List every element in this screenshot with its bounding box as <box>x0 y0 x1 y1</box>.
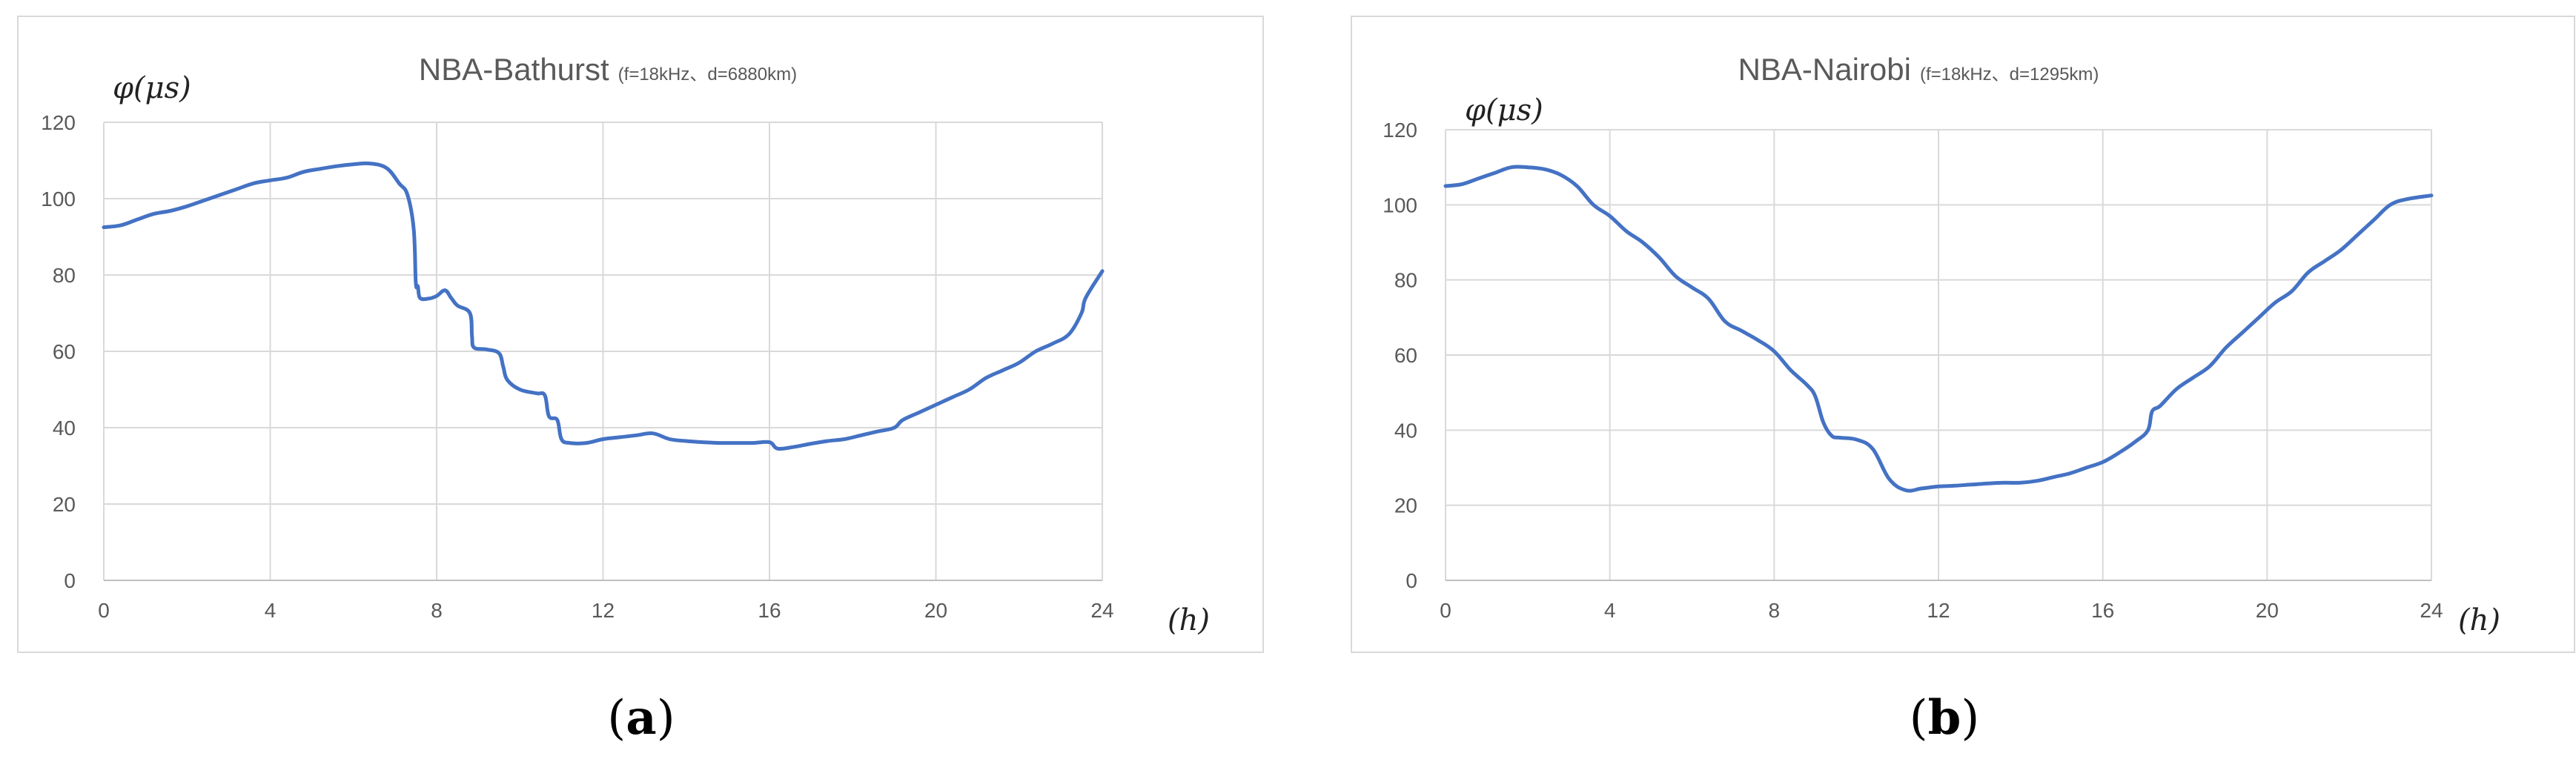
y-tick-label: 100 <box>41 188 76 211</box>
x-tick-label: 4 <box>1604 599 1616 622</box>
chart-title-main: NBA-Nairobi <box>1738 52 1911 87</box>
x-axis-label: (h) <box>1168 603 1210 637</box>
x-tick-label: 4 <box>265 599 277 622</box>
x-tick-label: 8 <box>431 599 443 622</box>
y-tick-label: 20 <box>53 493 76 516</box>
y-tick-label: 120 <box>1383 119 1417 142</box>
y-tick-label: 60 <box>53 340 76 363</box>
y-tick-label: 60 <box>1394 344 1417 367</box>
x-tick-label: 24 <box>2420 599 2443 622</box>
chart-title-subtitle: (f=18kHz、d=6880km) <box>618 64 797 84</box>
x-axis-label: (h) <box>2458 603 2500 637</box>
x-tick-label: 12 <box>592 599 615 622</box>
chart-title: NBA-Bathurst (f=18kHz、d=6880km) <box>419 52 797 87</box>
chart-a-svg: 0 20 40 60 80 100 120 0 4 8 12 16 20 24 NBA-Bathurst (f… <box>17 16 1264 746</box>
y-tick-label: 80 <box>53 264 76 287</box>
y-tick-label: 40 <box>1394 419 1417 442</box>
x-tick-label: 24 <box>1090 599 1113 622</box>
y-tick-label: 40 <box>53 417 76 440</box>
series-line <box>1443 165 2434 493</box>
y-tick-label: 0 <box>1405 569 1417 592</box>
chart-b-svg: 0 20 40 60 80 100 120 0 4 8 12 16 20 24 NBA-Nairobi (f=… <box>1351 16 2575 746</box>
x-tick-label: 0 <box>98 599 110 622</box>
y-tick-label: 0 <box>64 569 76 592</box>
panel-caption: (a) <box>607 690 675 746</box>
chart-title-subtitle: (f=18kHz、d=1295km) <box>1920 64 2099 84</box>
x-tick-label: 16 <box>2091 599 2114 622</box>
x-tick-label: 16 <box>758 599 781 622</box>
x-tick-label: 8 <box>1769 599 1781 622</box>
x-tick-label: 20 <box>924 599 947 622</box>
y-tick-label: 100 <box>1383 193 1417 216</box>
chart-panel-b: 0 20 40 60 80 100 120 0 4 8 12 16 20 24 NBA-Nairobi (f=… <box>1288 0 2576 759</box>
chart-panel-a: 0 20 40 60 80 100 120 0 4 8 12 16 20 24 NBA-Bathurst (f… <box>17 16 1264 746</box>
y-axis-label: φ(μs) <box>1465 93 1543 127</box>
y-tick-label: 20 <box>1394 494 1417 517</box>
y-tick-label: 80 <box>1394 269 1417 292</box>
series-line <box>102 161 1105 451</box>
chart-frame <box>1351 16 2575 653</box>
x-tick-label: 20 <box>2256 599 2279 622</box>
y-axis-label: φ(μs) <box>113 71 191 105</box>
panel-caption: (b) <box>1910 690 1980 746</box>
chart-title: NBA-Nairobi (f=18kHz、d=1295km) <box>1738 52 2099 87</box>
chart-frame <box>17 16 1264 653</box>
chart-title-main: NBA-Bathurst <box>419 52 609 87</box>
x-tick-label: 12 <box>1927 599 1950 622</box>
y-tick-label: 120 <box>41 111 76 134</box>
x-tick-label: 0 <box>1440 599 1451 622</box>
